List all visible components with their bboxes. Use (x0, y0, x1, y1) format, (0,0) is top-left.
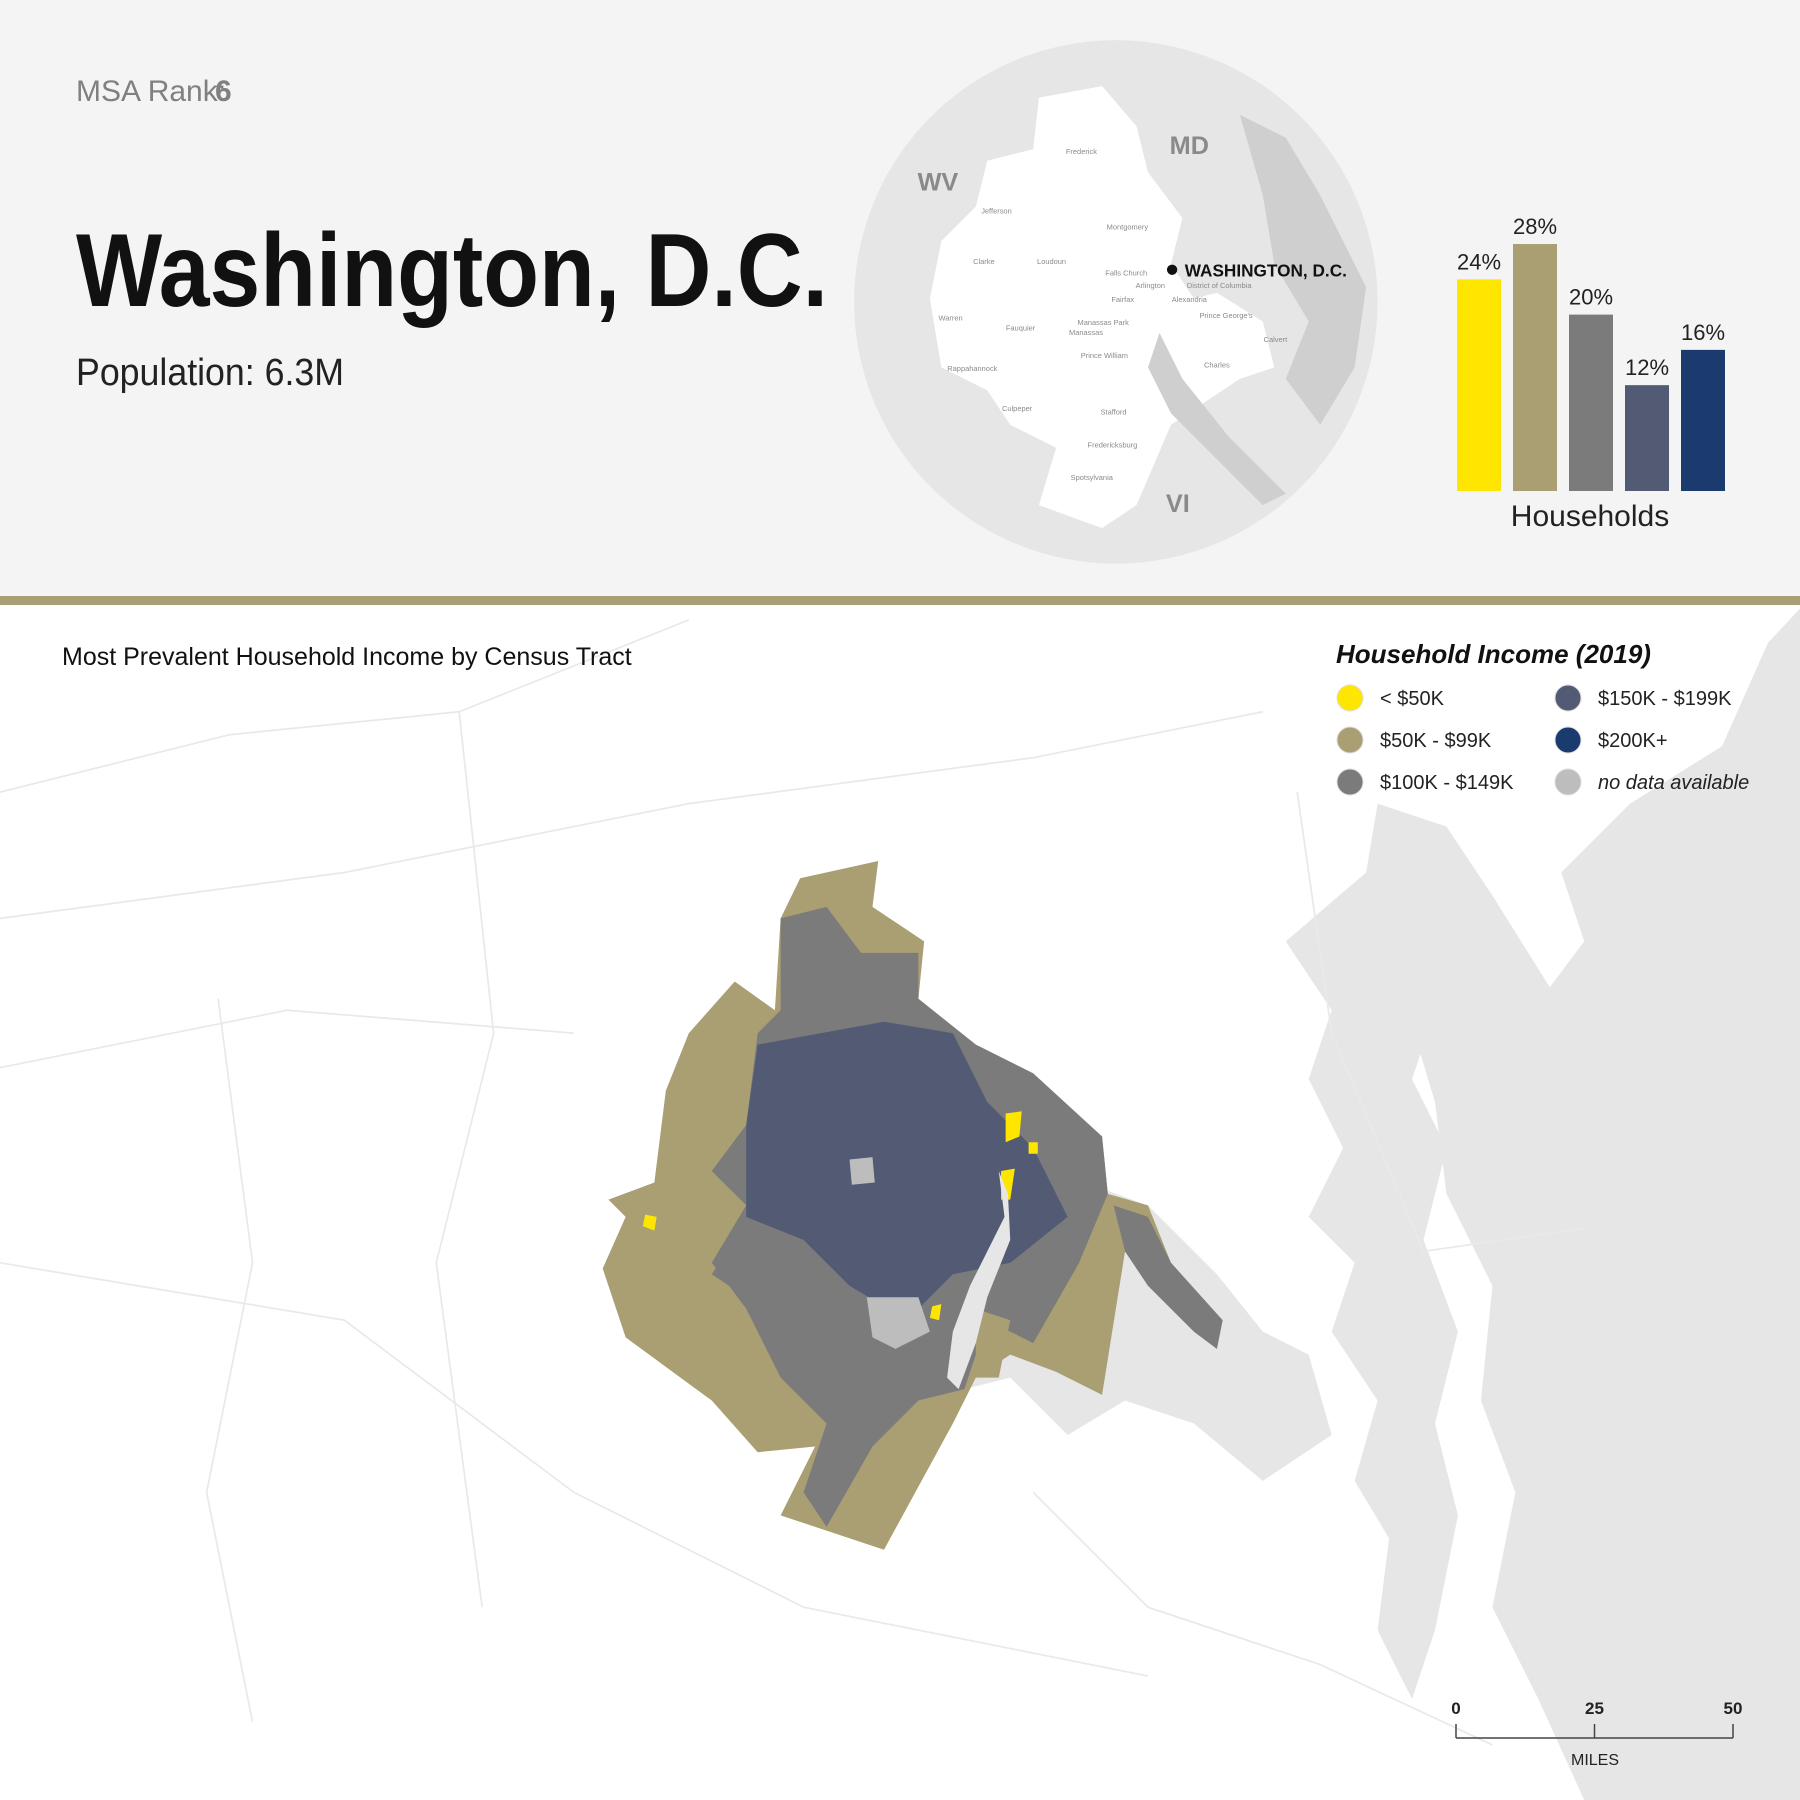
state-label: MD (1170, 132, 1209, 160)
title: Washington, D.C. (76, 213, 828, 329)
river (947, 1170, 1011, 1390)
county-label: Frederick (1066, 147, 1097, 156)
tract-group (975, 1308, 1011, 1378)
value-label: 24% (1457, 249, 1501, 274)
value-label: 20% (1569, 285, 1613, 310)
bay-shore (1285, 872, 1458, 1700)
main-map (0, 600, 1800, 1800)
land-shading (1366, 608, 1800, 1800)
legend-label: $200K+ (1598, 730, 1668, 752)
map-geography (0, 608, 1800, 1800)
state-label: VI (1166, 490, 1190, 518)
inset-msa (929, 86, 1275, 529)
legend-label: $100K - $149K (1380, 772, 1514, 794)
city-label: WASHINGTON, D.C. (1185, 261, 1347, 281)
population: Population: 6.3M (76, 352, 344, 394)
county-label: District of Columbia (1187, 281, 1252, 290)
city-dot (1166, 264, 1178, 275)
county-label: Falls Church (1105, 269, 1147, 278)
county-label: Fairfax (1111, 295, 1134, 304)
household-chart: Households 24% 28% 20% 12% 16% (1457, 214, 1725, 533)
county-label: Culpeper (1002, 404, 1033, 413)
scale-tick-label: 25 (1585, 1699, 1604, 1718)
legend-label: < $50K (1380, 688, 1445, 710)
county-label: Calvert (1264, 335, 1289, 344)
county-label: Montgomery (1107, 223, 1149, 232)
x-label: Households (1511, 500, 1669, 533)
county-label: Prince George's (1199, 311, 1252, 320)
legend-label: $50K - $99K (1380, 730, 1492, 752)
msa-rank-label: MSA Rank: (76, 75, 226, 108)
county-label: Alexandria (1172, 295, 1208, 304)
legend-label: no data available (1598, 772, 1749, 794)
county-label: Stafford (1101, 407, 1127, 416)
county-label: Arlington (1136, 281, 1165, 290)
legend-title: Household Income (2019) (1336, 639, 1651, 669)
legend-swatch (1554, 726, 1582, 754)
legend-swatch (1554, 684, 1582, 712)
tract-group (711, 1239, 793, 1298)
legend-swatch (1336, 684, 1364, 712)
scale-tick-label: 50 (1724, 1699, 1743, 1718)
county-label: Manassas (1069, 328, 1103, 337)
no-data-tract (866, 1297, 930, 1349)
county-label: Clarke (973, 257, 995, 266)
bar (1513, 244, 1557, 491)
map-subtitle: Most Prevalent Household Income by Censu… (62, 643, 632, 671)
tract-group (1113, 1205, 1223, 1349)
state-labels: WV MD VI (918, 132, 1209, 518)
county-label: Manassas Park (1078, 318, 1130, 327)
county-label: Prince William (1081, 351, 1128, 360)
bar (1625, 385, 1669, 491)
msa-rank: 6 (215, 75, 232, 108)
tract-group (746, 1021, 1068, 1321)
county-label: Spotsylvania (1071, 473, 1114, 482)
county-label: Rappahannock (947, 364, 997, 373)
scale-bar: MILES 0 25 50 (1451, 1699, 1742, 1769)
legend-swatch (1336, 726, 1364, 754)
legend-label: $150K - $199K (1598, 688, 1732, 710)
county-labels: Frederick Jefferson Montgomery Clarke Lo… (938, 147, 1288, 482)
divider (0, 596, 1800, 605)
legend-swatch (1554, 768, 1582, 796)
bar (1457, 279, 1501, 491)
no-data-tract (849, 1157, 875, 1185)
bar (1569, 314, 1613, 491)
county-label: Charles (1204, 360, 1230, 369)
inset-map: Frederick Jefferson Montgomery Clarke Lo… (854, 40, 1378, 564)
inset-water (1148, 332, 1286, 506)
county-label: Warren (938, 313, 962, 322)
value-label: 28% (1513, 214, 1557, 239)
county-label: Fauquier (1006, 324, 1036, 333)
county-borders (0, 619, 1585, 1746)
scale-tick-label: 0 (1451, 1699, 1460, 1718)
scale-unit: MILES (1571, 1752, 1619, 1769)
inset-water (1239, 114, 1367, 425)
county-label: Fredericksburg (1088, 441, 1138, 450)
legend-swatch (1336, 768, 1364, 796)
bar (1681, 349, 1725, 491)
state-label: WV (918, 169, 959, 197)
value-label: 16% (1681, 320, 1725, 345)
value-label: 12% (1625, 355, 1669, 380)
county-label: Jefferson (981, 207, 1012, 216)
county-label: Loudoun (1037, 257, 1066, 266)
legend: Household Income (2019) < $50K $50K - $99… (1336, 639, 1749, 796)
